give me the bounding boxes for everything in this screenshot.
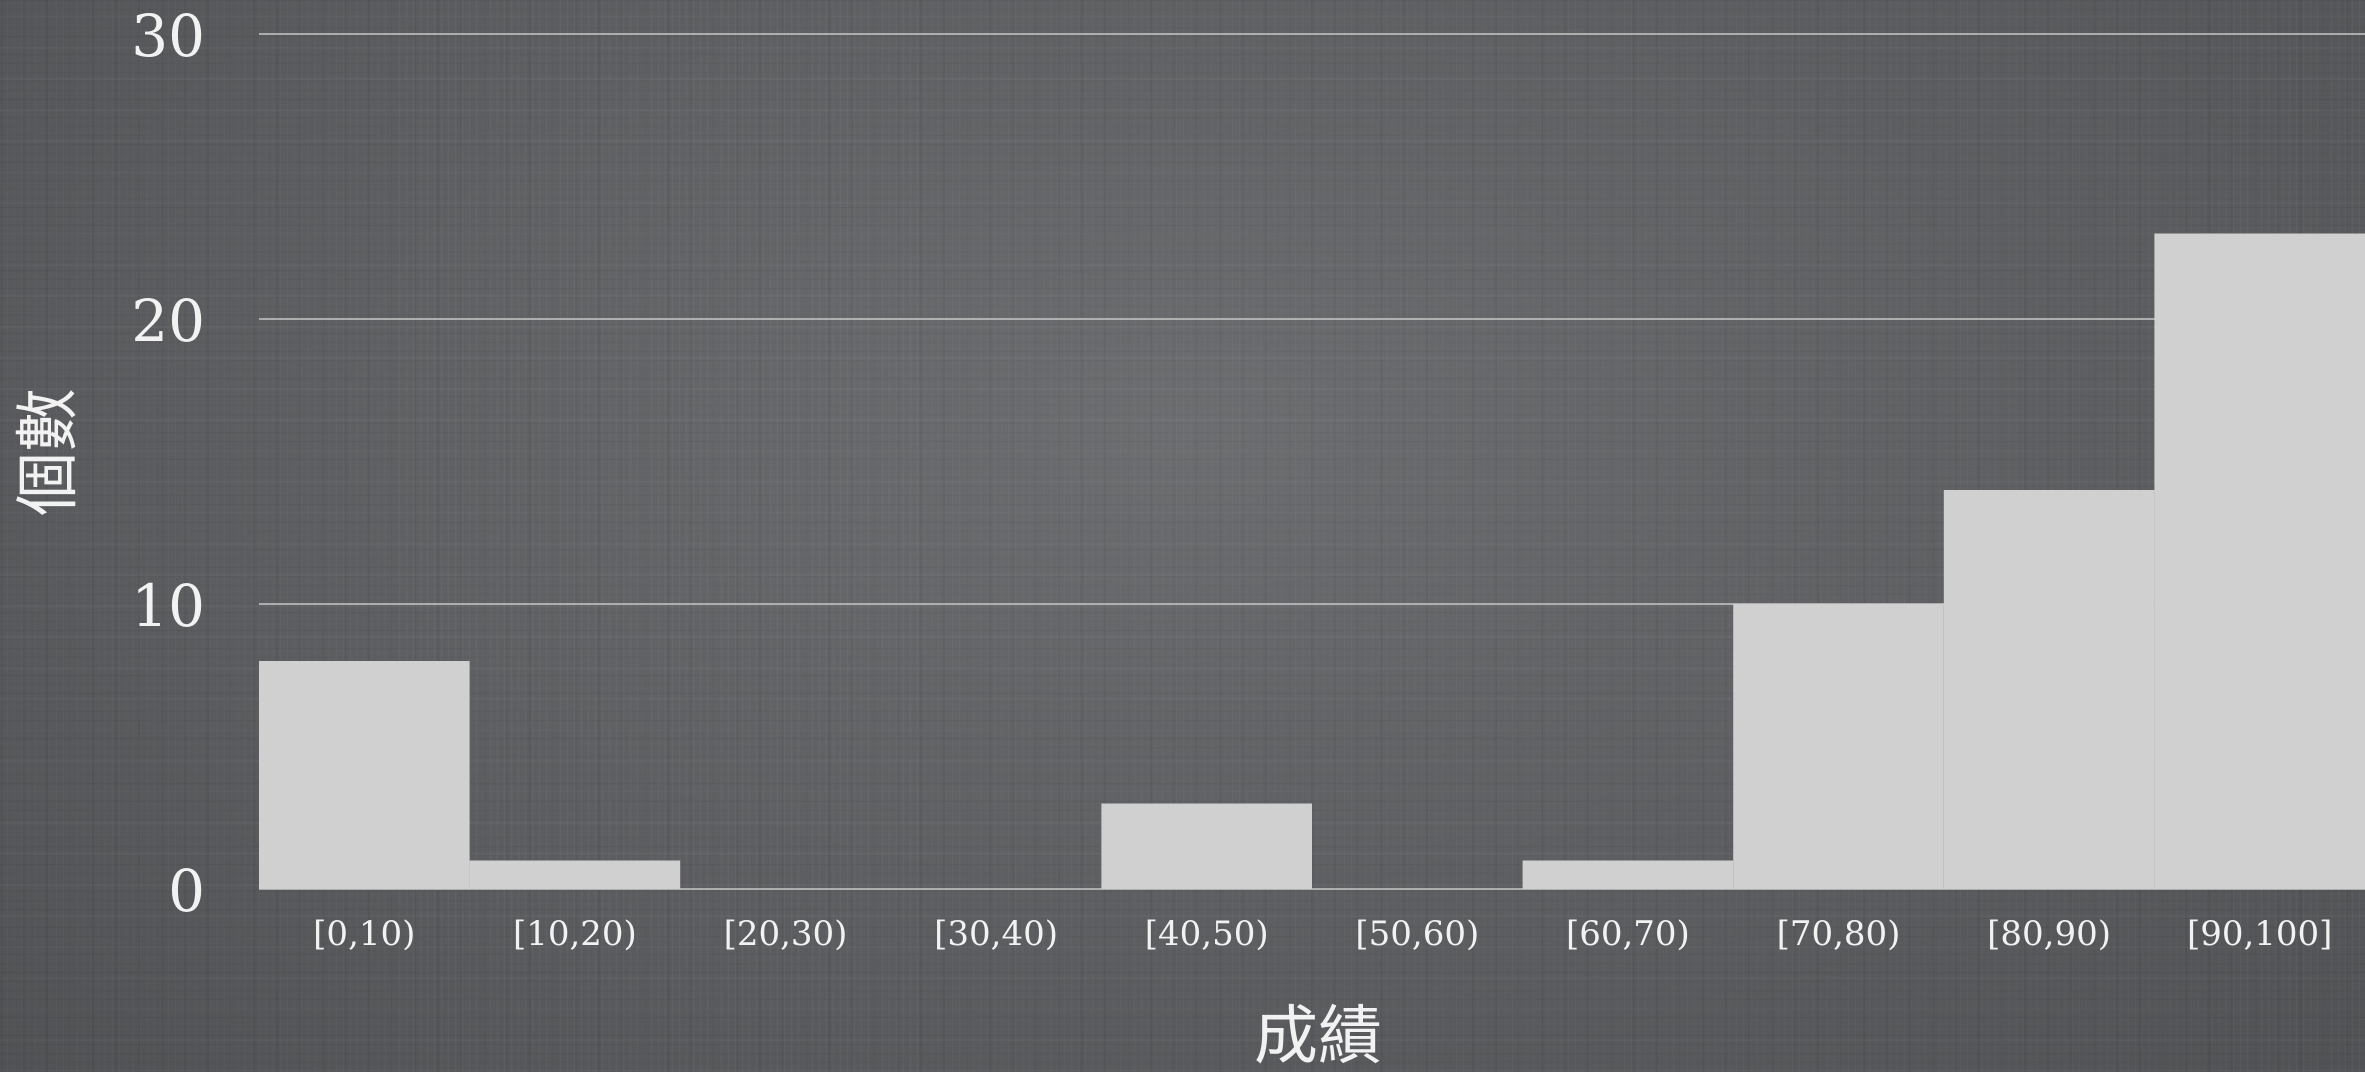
bar [259, 661, 470, 889]
x-tick-label: [0,10) [313, 914, 415, 954]
x-tick-label: [90,100] [2187, 914, 2333, 954]
bar [1522, 860, 1734, 889]
x-tick-label: [40,50) [1145, 914, 1269, 954]
y-tick-label: 0 [168, 857, 205, 925]
y-axis-label: 個數 [12, 388, 86, 516]
x-tick-label: [80,90) [1987, 914, 2111, 954]
bar [469, 860, 681, 889]
bar [2154, 233, 2365, 889]
x-tick-label: [30,40) [934, 914, 1058, 954]
bar [1733, 604, 1944, 889]
x-tick-label: [10,20) [513, 914, 637, 954]
bars [259, 233, 2365, 889]
bar [1101, 803, 1312, 889]
x-axis-label: 成績 [1254, 1000, 1382, 1072]
bar [1943, 490, 2155, 889]
x-tick-label: [50,60) [1355, 914, 1479, 954]
y-tick-label: 30 [131, 2, 205, 70]
x-tick-label: [60,70) [1566, 914, 1690, 954]
y-tick-label: 10 [131, 572, 205, 640]
y-axis-ticks: 0 10 20 30 [131, 2, 205, 925]
x-axis-ticks: [0,10) [10,20) [20,30) [30,40) [40,50) [50,60… [313, 914, 2332, 954]
y-tick-label: 20 [131, 287, 205, 355]
x-tick-label: [70,80) [1777, 914, 1901, 954]
x-tick-label: [20,30) [724, 914, 848, 954]
